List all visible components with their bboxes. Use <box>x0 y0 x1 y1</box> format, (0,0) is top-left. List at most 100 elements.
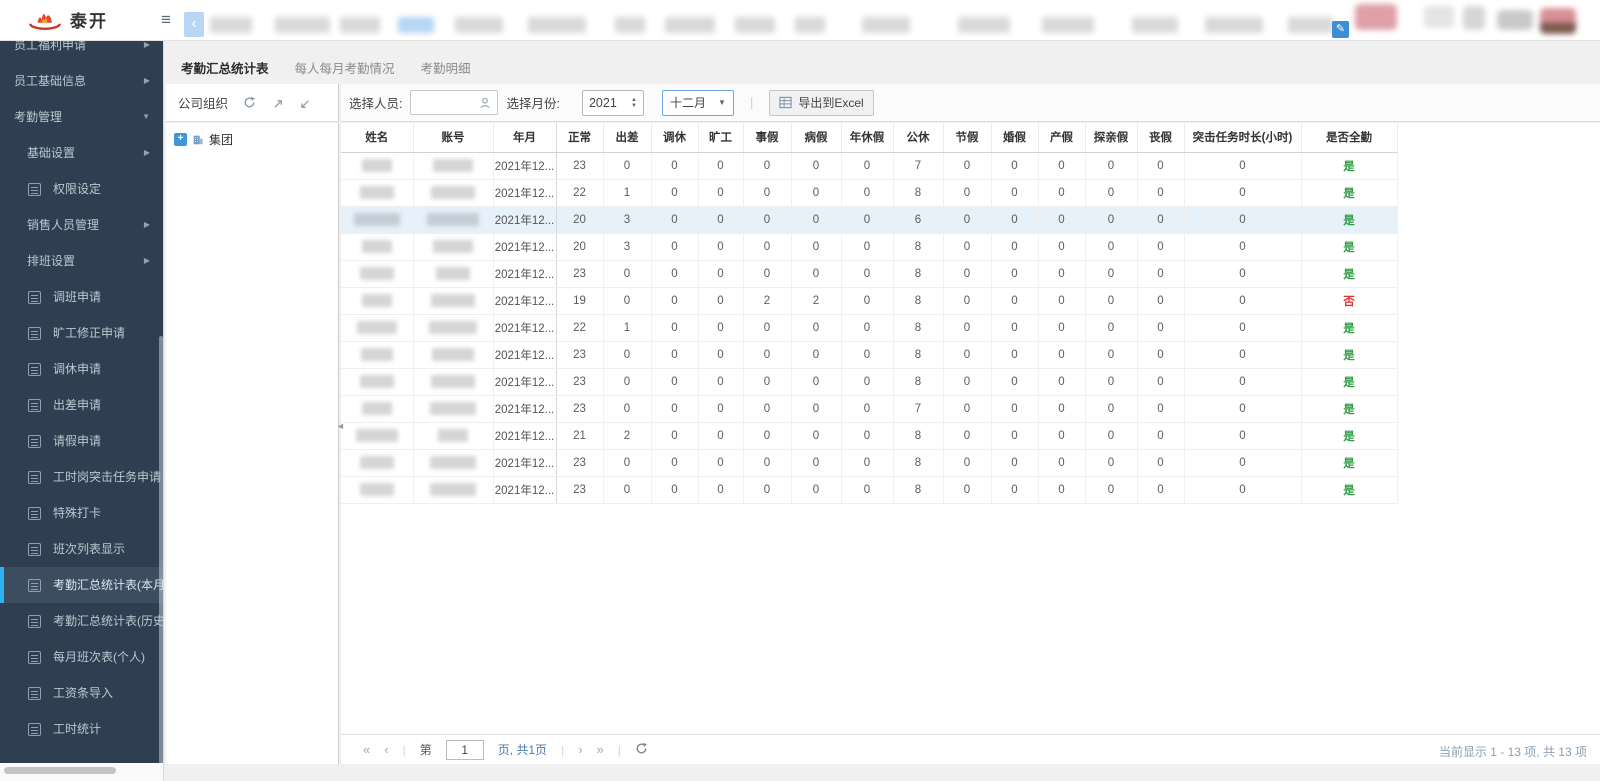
value-cell: 23 <box>556 368 604 396</box>
edit-icon[interactable]: ✎ <box>1332 21 1349 38</box>
value-cell: 0 <box>1085 314 1138 342</box>
redacted-name <box>359 456 394 469</box>
sidebar-item[interactable]: 请假申请 <box>0 423 163 459</box>
value-cell: 0 <box>743 368 792 396</box>
table-row[interactable]: 2021年12... 20 3 0 0 0 0 0 6 0 0 0 0 0 0 是 <box>341 206 1398 234</box>
sidebar-item[interactable]: 考勤汇总统计表(历史) <box>0 603 163 639</box>
column-header[interactable]: 探亲假 <box>1085 123 1138 153</box>
table-row[interactable]: 2021年12... 23 0 0 0 0 0 0 8 0 0 0 0 0 0 是 <box>341 476 1398 504</box>
table-row[interactable]: 2021年12... 23 0 0 0 0 0 0 7 0 0 0 0 0 0 是 <box>341 395 1398 423</box>
column-header[interactable]: 是否全勤 <box>1301 123 1398 153</box>
column-header[interactable]: 年月 <box>493 123 557 153</box>
value-cell: 0 <box>991 368 1039 396</box>
tree-expand-icon[interactable]: + <box>174 133 187 146</box>
sidebar-item[interactable]: 工时统计 <box>0 711 163 747</box>
tab-考勤汇总统计表[interactable]: 考勤汇总统计表 <box>181 61 269 76</box>
column-header[interactable]: 事假 <box>743 123 792 153</box>
value-cell: 0 <box>1038 152 1086 180</box>
prev-page-button[interactable]: ‹ <box>384 742 389 757</box>
sidebar-item-label: 考勤汇总统计表(历史) <box>53 614 163 628</box>
expand-icon[interactable] <box>271 97 283 109</box>
sidebar-item[interactable]: 班次列表显示 <box>0 531 163 567</box>
column-header[interactable]: 婚假 <box>991 123 1039 153</box>
sidebar-item[interactable]: 基础设置 ▶ <box>0 135 163 171</box>
table-row[interactable]: 2021年12... 22 1 0 0 0 0 0 8 0 0 0 0 0 0 是 <box>341 314 1398 342</box>
redacted-text <box>735 17 775 33</box>
back-icon[interactable]: ‹ <box>184 12 204 37</box>
month-dropdown[interactable]: 十二月 ▼ <box>661 89 734 116</box>
column-header[interactable]: 姓名 <box>341 123 414 153</box>
value-cell: 6 <box>893 206 944 234</box>
sidebar-item[interactable]: 排班设置 ▶ <box>0 243 163 279</box>
sidebar-menu: 员工福利申请 ▶ 员工基础信息 ▶ 考勤管理 ▼ 基础设置 ▶ 权限设定 销售人员管理 ▶ 排班设置 ▶… <box>0 41 163 747</box>
table-row[interactable]: 2021年12... 19 0 0 0 2 2 0 8 0 0 0 0 0 0 否 <box>341 287 1398 315</box>
column-header[interactable]: 年休假 <box>841 123 894 153</box>
column-header[interactable]: 出差 <box>603 123 652 153</box>
sidebar-item[interactable]: 工资条导入 <box>0 675 163 711</box>
column-header[interactable]: 调休 <box>651 123 699 153</box>
chevron-right-icon: ▶ <box>143 148 150 157</box>
value-cell: 0 <box>1038 206 1086 234</box>
sidebar-item[interactable]: 销售人员管理 ▶ <box>0 207 163 243</box>
export-excel-button[interactable]: 导出到Excel <box>769 89 874 116</box>
sidebar-item[interactable]: 考勤汇总统计表(本月) <box>0 567 163 603</box>
sidebar-item[interactable]: 每月班次表(个人) <box>0 639 163 675</box>
tab-每人每月考勤情况[interactable]: 每人每月考勤情况 <box>294 61 395 76</box>
sidebar-item[interactable]: 考勤管理 ▼ <box>0 99 163 135</box>
document-icon <box>28 182 41 196</box>
collapse-icon[interactable] <box>298 97 310 109</box>
refresh-icon[interactable] <box>243 96 256 109</box>
horizontal-scrollbar-thumb[interactable] <box>4 767 116 774</box>
column-header[interactable]: 产假 <box>1038 123 1086 153</box>
column-header[interactable]: 公休 <box>893 123 944 153</box>
table-row[interactable]: 2021年12... 20 3 0 0 0 0 0 8 0 0 0 0 0 0 是 <box>341 233 1398 261</box>
table-row[interactable]: 2021年12... 23 0 0 0 0 0 0 8 0 0 0 0 0 0 是 <box>341 449 1398 477</box>
next-page-button[interactable]: › <box>578 742 583 757</box>
value-cell: 0 <box>1085 449 1138 477</box>
redacted-text <box>1042 17 1094 33</box>
table-row[interactable]: 2021年12... 22 1 0 0 0 0 0 8 0 0 0 0 0 0 是 <box>341 179 1398 207</box>
sidebar-item[interactable]: 工时岗突击任务申请 <box>0 459 163 495</box>
column-header[interactable]: 旷工 <box>698 123 744 153</box>
column-header[interactable]: 突击任务时长(小时) <box>1184 123 1302 153</box>
value-cell: 0 <box>1137 368 1185 396</box>
redacted-text <box>455 17 503 33</box>
hamburger-icon[interactable]: ≡ <box>161 10 171 29</box>
table-row[interactable]: 2021年12... 23 0 0 0 0 0 0 8 0 0 0 0 0 0 是 <box>341 341 1398 369</box>
sidebar-item[interactable]: 调休申请 <box>0 351 163 387</box>
panel-collapse-arrow[interactable]: ◄ <box>336 421 345 431</box>
year-month-cell: 2021年12... <box>493 476 557 504</box>
sidebar-item[interactable]: 员工福利申请 ▶ <box>0 41 163 63</box>
column-header[interactable]: 丧假 <box>1137 123 1185 153</box>
value-cell: 0 <box>943 422 992 450</box>
sidebar-scrollbar[interactable] <box>159 336 163 763</box>
sidebar-item[interactable]: 旷工修正申请 <box>0 315 163 351</box>
sidebar-item[interactable]: 调班申请 <box>0 279 163 315</box>
table-row[interactable]: 2021年12... 21 2 0 0 0 0 0 8 0 0 0 0 0 0 是 <box>341 422 1398 450</box>
table-row[interactable]: 2021年12... 23 0 0 0 0 0 0 7 0 0 0 0 0 0 是 <box>341 152 1398 180</box>
tree-node-group[interactable]: + 集团 <box>166 123 338 148</box>
first-page-button[interactable]: « <box>363 742 371 757</box>
spinner-arrows-icon[interactable]: ▲ ▼ <box>631 96 637 109</box>
value-cell: 0 <box>791 179 842 207</box>
table-row[interactable]: 2021年12... 23 0 0 0 0 0 0 8 0 0 0 0 0 0 是 <box>341 260 1398 288</box>
person-search-input[interactable] <box>410 90 499 115</box>
column-header[interactable]: 账号 <box>413 123 494 153</box>
page-number-input[interactable] <box>445 739 484 760</box>
column-header[interactable]: 正常 <box>556 123 604 153</box>
value-cell: 23 <box>556 341 604 369</box>
table-row[interactable]: 2021年12... 23 0 0 0 0 0 0 8 0 0 0 0 0 0 是 <box>341 368 1398 396</box>
sidebar-item[interactable]: 权限设定 <box>0 171 163 207</box>
sidebar-item[interactable]: 特殊打卡 <box>0 495 163 531</box>
year-month-cell: 2021年12... <box>493 152 557 180</box>
column-header[interactable]: 节假 <box>943 123 992 153</box>
year-spinner[interactable]: 2021 ▲ ▼ <box>581 89 644 116</box>
tab-考勤明细[interactable]: 考勤明细 <box>420 61 471 76</box>
pager-refresh-icon[interactable] <box>635 742 648 758</box>
sidebar-item[interactable]: 员工基础信息 ▶ <box>0 63 163 99</box>
last-page-button[interactable]: » <box>596 742 604 757</box>
year-month-cell: 2021年12... <box>493 449 557 477</box>
sidebar-item[interactable]: 出差申请 <box>0 387 163 423</box>
column-header[interactable]: 病假 <box>791 123 842 153</box>
document-icon <box>28 650 41 664</box>
